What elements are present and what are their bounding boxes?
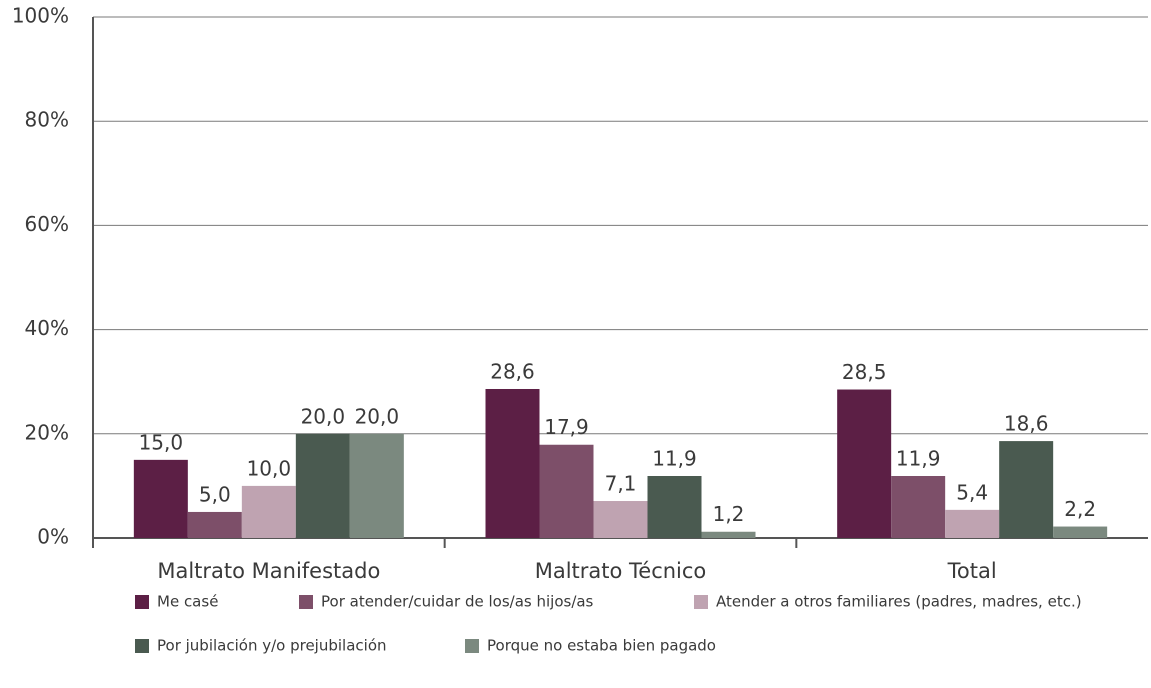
legend-label: Porque no estaba bien pagado	[487, 637, 716, 655]
value-label: 5,0	[199, 482, 231, 506]
bar	[945, 509, 1000, 538]
legend-swatch	[135, 595, 149, 609]
bar	[1053, 526, 1108, 538]
legend-label: Atender a otros familiares (padres, madr…	[716, 593, 1082, 611]
bar	[133, 459, 188, 538]
bar	[701, 531, 756, 538]
bar	[593, 501, 648, 538]
y-tick-label: 100%	[12, 4, 69, 28]
value-label: 5,4	[956, 480, 988, 504]
value-label: 28,6	[490, 359, 535, 383]
y-tick-label: 0%	[37, 525, 69, 549]
bar	[349, 433, 404, 538]
x-tick-label: Maltrato Técnico	[535, 559, 707, 583]
legend-swatch	[465, 639, 479, 653]
bar	[295, 433, 350, 538]
value-label: 28,5	[842, 360, 887, 384]
y-tick-label: 60%	[25, 212, 69, 236]
value-label: 10,0	[247, 456, 292, 480]
y-tick-label: 80%	[25, 108, 69, 132]
legend-label: Por atender/cuidar de los/as hijos/as	[321, 593, 594, 611]
x-tick-label: Maltrato Manifestado	[157, 559, 380, 583]
y-tick-label: 40%	[25, 316, 69, 340]
legend-swatch	[694, 595, 708, 609]
value-label: 2,2	[1064, 497, 1096, 521]
bar	[837, 389, 892, 538]
bar	[485, 388, 540, 538]
value-label: 20,0	[355, 404, 400, 428]
legend-label: Por jubilación y/o prejubilación	[157, 637, 387, 655]
y-tick-label: 20%	[25, 420, 69, 444]
bar	[647, 476, 702, 538]
bar	[241, 485, 296, 538]
bar	[187, 511, 242, 538]
value-label: 18,6	[1004, 412, 1049, 436]
value-label: 1,2	[713, 502, 745, 526]
value-label: 17,9	[544, 415, 589, 439]
legend-label: Me casé	[157, 593, 218, 611]
bar	[539, 444, 594, 538]
value-label: 11,9	[896, 447, 941, 471]
legend-swatch	[299, 595, 313, 609]
value-label: 20,0	[301, 404, 346, 428]
value-label: 15,0	[139, 430, 184, 454]
value-label: 11,9	[652, 447, 697, 471]
x-tick-label: Total	[947, 559, 997, 583]
bar	[891, 476, 946, 538]
legend-swatch	[135, 639, 149, 653]
value-label: 7,1	[605, 472, 637, 496]
bar	[999, 441, 1054, 538]
